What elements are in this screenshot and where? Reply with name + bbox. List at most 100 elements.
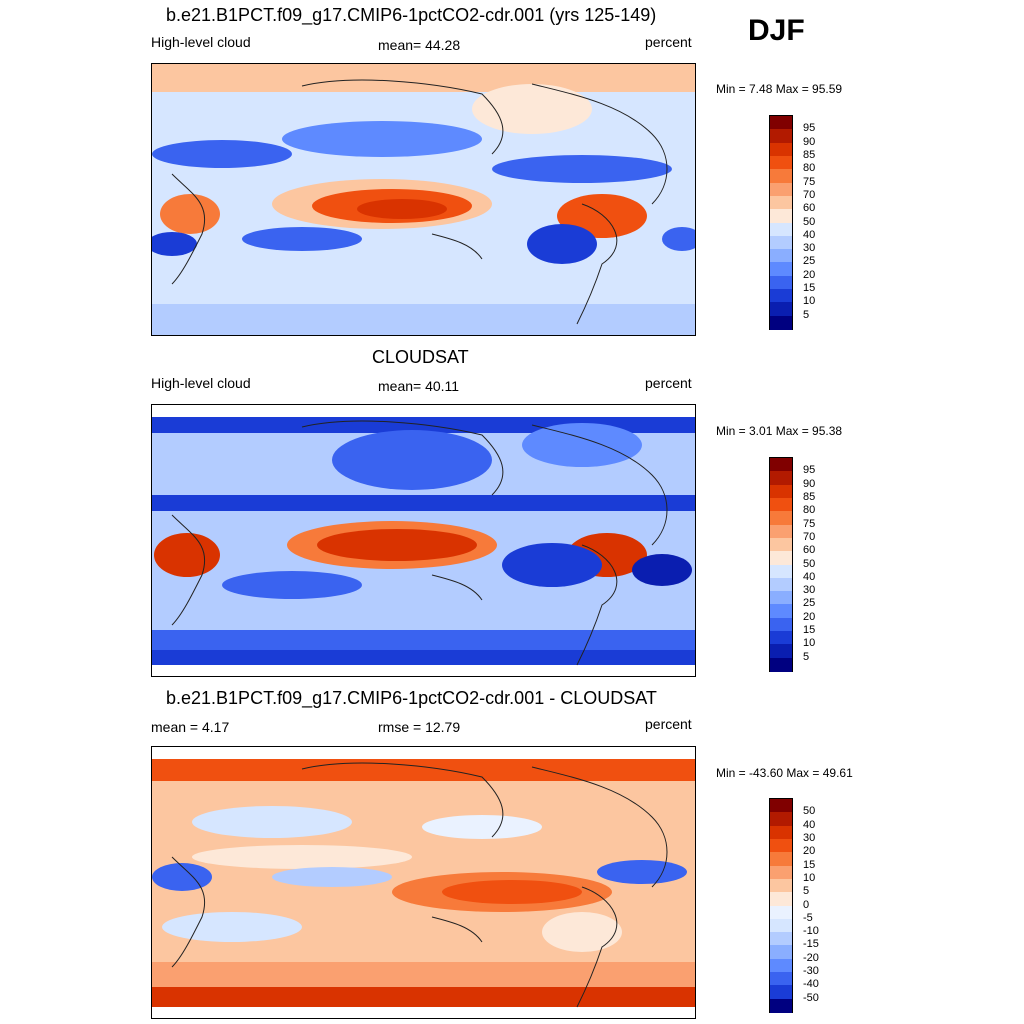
colorbar-tick-label: 50 [803, 805, 816, 818]
colorbar-tick-label: 50 [803, 557, 816, 570]
colorbar-tick-label: 10 [803, 295, 816, 308]
colorbar-tick-label: 30 [803, 584, 816, 597]
colorbar-tick-label: 10 [803, 871, 816, 884]
colorbar-swatch [770, 275, 792, 290]
colorbar-tick-label: 75 [803, 175, 816, 188]
colorbar-swatch [770, 142, 792, 157]
colorbar-tick-label: 15 [803, 624, 816, 637]
colorbar-tick-label: 5 [803, 650, 810, 663]
colorbar-tick-label: -20 [803, 951, 819, 964]
colorbar-tick-label: 60 [803, 544, 816, 557]
colorbar-swatch [770, 537, 792, 552]
colorbar-tick-label: 15 [803, 282, 816, 295]
colorbar-tick-label: 30 [803, 242, 816, 255]
panel-1-mean: mean= 44.28 [378, 37, 461, 53]
colorbar-tick-label: 70 [803, 530, 816, 543]
colorbar-swatch [770, 799, 792, 813]
colorbar-swatch [770, 564, 792, 579]
colorbar-swatch [770, 604, 792, 619]
colorbar-swatch [770, 511, 792, 526]
colorbar-swatch [770, 838, 792, 853]
colorbar-tick-label: 5 [803, 308, 810, 321]
panel-2-mean: mean= 40.11 [378, 378, 460, 394]
colorbar-tick-label: 85 [803, 148, 816, 161]
colorbar-swatch [770, 972, 792, 986]
colorbar-swatch [770, 116, 792, 130]
panel-1-colorbar [769, 115, 793, 330]
panel-3-map [151, 746, 696, 1019]
colorbar-tick-label: 60 [803, 202, 816, 215]
colorbar-swatch [770, 892, 792, 906]
panel-1-map [151, 63, 696, 336]
colorbar-swatch [770, 644, 792, 659]
colorbar-swatch [770, 998, 792, 1013]
panel-2-minmax: Min = 3.01 Max = 95.38 [716, 424, 843, 438]
panel-1-units: percent [645, 34, 692, 50]
colorbar-tick-label: 20 [803, 845, 816, 858]
colorbar-swatch [770, 471, 792, 486]
colorbar-tick-label: 30 [803, 831, 816, 844]
panel-1-title: b.e21.B1PCT.f09_g17.CMIP6-1pctCO2-cdr.00… [166, 5, 657, 25]
colorbar-swatch [770, 985, 792, 1000]
colorbar-tick-label: 0 [803, 898, 810, 911]
colorbar-tick-label: 90 [803, 477, 816, 490]
colorbar-swatch [770, 458, 792, 472]
colorbar-swatch [770, 289, 792, 303]
colorbar-swatch [770, 591, 792, 605]
panel-2-colorbar [769, 457, 793, 672]
colorbar-swatch [770, 657, 792, 672]
panel-2-variable: High-level cloud [151, 375, 251, 391]
colorbar-swatch [770, 169, 792, 184]
colorbar-tick-label: 80 [803, 504, 816, 517]
colorbar-swatch [770, 551, 792, 565]
panel-3-colorbar [769, 798, 793, 1013]
colorbar-tick-label: 95 [803, 122, 816, 135]
colorbar-swatch [770, 235, 792, 250]
panel-3-units: percent [645, 716, 692, 732]
colorbar-tick-label: -5 [803, 911, 813, 924]
colorbar-swatch [770, 129, 792, 144]
panel-3-mean: mean = 4.17 [151, 719, 230, 735]
colorbar-tick-label: 85 [803, 490, 816, 503]
colorbar-tick-label: 50 [803, 215, 816, 228]
panel-1-minmax: Min = 7.48 Max = 95.59 [716, 82, 843, 96]
colorbar-swatch [770, 617, 792, 632]
colorbar-swatch [770, 222, 792, 237]
panel-3-minmax: Min = -43.60 Max = 49.61 [716, 766, 853, 780]
colorbar-tick-label: 40 [803, 818, 816, 831]
panel-1-field [152, 64, 695, 335]
colorbar-tick-label: 75 [803, 517, 816, 530]
colorbar-swatch [770, 852, 792, 867]
panel-2-units: percent [645, 375, 692, 391]
panel-2-field [152, 417, 695, 666]
colorbar-swatch [770, 958, 792, 973]
colorbar-swatch [770, 484, 792, 499]
colorbar-swatch [770, 865, 792, 880]
panel-1-variable: High-level cloud [151, 34, 251, 50]
colorbar-swatch [770, 209, 792, 223]
colorbar-swatch [770, 302, 792, 317]
colorbar-swatch [770, 577, 792, 592]
colorbar-swatch [770, 195, 792, 210]
colorbar-tick-label: 40 [803, 570, 816, 583]
colorbar-tick-label: 15 [803, 858, 816, 871]
colorbar-tick-label: 95 [803, 464, 816, 477]
panel-3-rmse: rmse = 12.79 [378, 719, 461, 735]
colorbar-swatch [770, 182, 792, 197]
season-label: DJF [748, 14, 805, 47]
colorbar-tick-label: 5 [803, 885, 810, 898]
colorbar-swatch [770, 945, 792, 960]
panel-2-title: CLOUDSAT [372, 347, 469, 367]
panel-2-map [151, 404, 696, 677]
colorbar-swatch [770, 905, 792, 920]
colorbar-swatch [770, 932, 792, 946]
colorbar-swatch [770, 249, 792, 263]
colorbar-tick-label: 10 [803, 637, 816, 650]
colorbar-tick-label: 70 [803, 188, 816, 201]
colorbar-swatch [770, 812, 792, 827]
colorbar-swatch [770, 155, 792, 170]
colorbar-tick-label: 80 [803, 162, 816, 175]
colorbar-tick-label: -15 [803, 938, 819, 951]
colorbar-swatch [770, 262, 792, 277]
colorbar-tick-label: 25 [803, 597, 816, 610]
